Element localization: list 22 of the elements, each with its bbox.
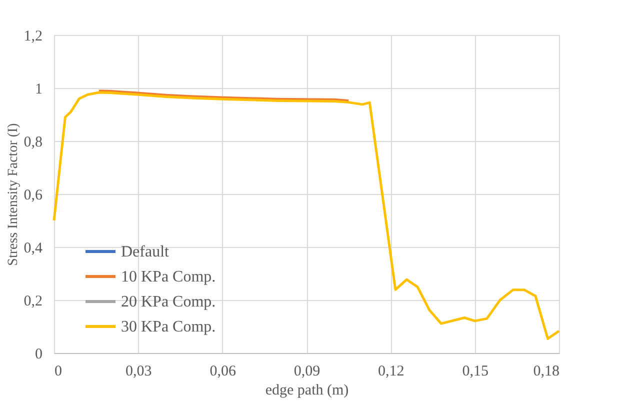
legend-label: 10 KPa Comp. (121, 268, 216, 286)
line-series (52, 91, 560, 340)
x-axis-title: edge path (m) (265, 382, 349, 398)
line-series (98, 90, 350, 102)
y-tick-label: 0 (35, 346, 42, 362)
legend-label: Default (121, 244, 170, 260)
x-tick-label: 0,18 (533, 364, 560, 380)
x-tick-label: 0,15 (462, 364, 488, 380)
x-tick-label: 0,09 (294, 364, 320, 380)
x-tick-label: 0 (54, 364, 62, 380)
x-tick-label: 0,12 (378, 364, 404, 380)
legend-label: 20 KPa Comp. (121, 294, 216, 310)
y-tick-label: 0,6 (24, 188, 43, 204)
y-tick-label: 1,2 (24, 28, 42, 44)
x-tick-label: 0,06 (210, 364, 236, 380)
y-tick-label: 1 (35, 82, 42, 98)
y-tick-label: 0,2 (24, 294, 42, 310)
legend-label: 30 KPa Comp. (121, 318, 216, 336)
y-axis-title: Stress Intensity Factor (I) (6, 122, 21, 266)
y-tick-label: 0,4 (24, 240, 43, 256)
y-tick-label: 0,8 (24, 134, 42, 150)
x-tick-label: 0,03 (126, 364, 152, 380)
